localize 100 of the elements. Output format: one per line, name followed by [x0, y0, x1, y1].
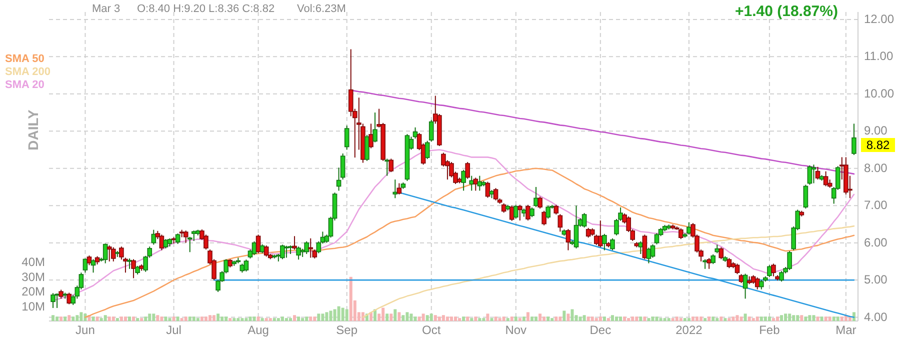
bar	[679, 318, 682, 321]
bar	[474, 316, 478, 321]
bar	[264, 318, 268, 321]
bar	[776, 316, 780, 321]
bar	[52, 315, 55, 321]
candlestick	[513, 204, 518, 220]
bar	[317, 314, 320, 321]
bar	[627, 318, 630, 321]
bar	[72, 316, 75, 321]
bar	[510, 316, 514, 321]
candlestick	[779, 270, 784, 282]
bar	[64, 316, 67, 321]
candlestick	[642, 234, 648, 260]
bar	[176, 316, 180, 321]
bar	[426, 315, 429, 321]
text: 8.82	[866, 138, 890, 152]
bar	[196, 318, 200, 321]
candlestick	[566, 228, 571, 251]
candlestick	[526, 204, 530, 221]
annotation: +1.40 (18.87%)	[735, 3, 838, 20]
candlestick	[102, 243, 108, 264]
candlestick	[538, 196, 542, 210]
bar	[208, 315, 212, 321]
bar	[796, 315, 800, 321]
candlestick	[131, 258, 136, 279]
bar	[643, 316, 646, 321]
bar	[610, 315, 614, 321]
candlestick	[396, 182, 402, 195]
text: SMA 20	[5, 79, 44, 91]
line-series	[362, 225, 855, 318]
candlestick	[485, 181, 490, 198]
bar	[760, 316, 763, 321]
bar	[252, 316, 256, 321]
bar	[136, 318, 140, 321]
bar	[442, 315, 445, 321]
bar	[112, 316, 115, 321]
bar	[784, 314, 788, 321]
bar	[550, 318, 554, 321]
bar	[478, 318, 482, 321]
candlestick	[706, 258, 712, 270]
bar	[744, 314, 747, 321]
bar	[430, 314, 433, 321]
bar	[816, 316, 820, 321]
y-tick-label: 6.00	[864, 235, 888, 250]
bar	[333, 309, 336, 321]
bar	[808, 315, 812, 321]
bar	[615, 316, 618, 321]
bar	[788, 314, 792, 321]
bar	[116, 318, 119, 321]
candlestick	[183, 230, 188, 244]
bar	[297, 316, 300, 321]
bar	[224, 316, 228, 321]
x-tick-label: Sep	[336, 323, 358, 337]
bar	[108, 316, 111, 321]
bar	[458, 318, 462, 321]
x-tick-label: Oct	[422, 323, 442, 337]
candlestick	[807, 164, 812, 186]
candlestick	[823, 170, 828, 187]
bar	[180, 318, 184, 321]
bar	[156, 315, 160, 321]
bar	[272, 318, 276, 321]
bar	[792, 315, 796, 321]
candlestick	[742, 273, 748, 300]
bar	[800, 315, 804, 321]
bar	[490, 318, 494, 321]
bar	[594, 318, 598, 321]
bar	[280, 316, 284, 321]
bar	[704, 318, 707, 321]
bar	[288, 318, 292, 321]
bar	[748, 316, 751, 321]
bar	[538, 314, 542, 321]
candlestick	[364, 134, 370, 162]
candlestick	[602, 233, 607, 251]
bar	[232, 318, 236, 321]
bar	[506, 318, 510, 321]
bar	[482, 318, 486, 321]
bar	[554, 316, 558, 321]
candlestick	[787, 250, 792, 270]
candlestick	[264, 244, 269, 258]
bar	[438, 316, 441, 321]
candlestick	[465, 162, 470, 180]
candlestick	[718, 246, 724, 260]
bar	[148, 314, 152, 321]
x-tick-label: Aug	[248, 323, 269, 337]
bar	[132, 316, 136, 321]
candlestick	[771, 263, 776, 277]
y-tick-label: 7.00	[864, 198, 888, 212]
candlestick	[111, 246, 116, 262]
bar	[619, 316, 622, 321]
candlestick	[754, 276, 760, 290]
bar	[390, 314, 393, 321]
candlestick	[86, 254, 92, 266]
bar	[635, 316, 638, 321]
candlestick	[610, 238, 615, 251]
y2-tick-label: 20M	[22, 284, 46, 299]
bar	[828, 316, 832, 321]
line-series	[84, 168, 855, 318]
candlestick	[582, 212, 587, 228]
bar	[462, 316, 466, 321]
bar	[522, 316, 526, 321]
